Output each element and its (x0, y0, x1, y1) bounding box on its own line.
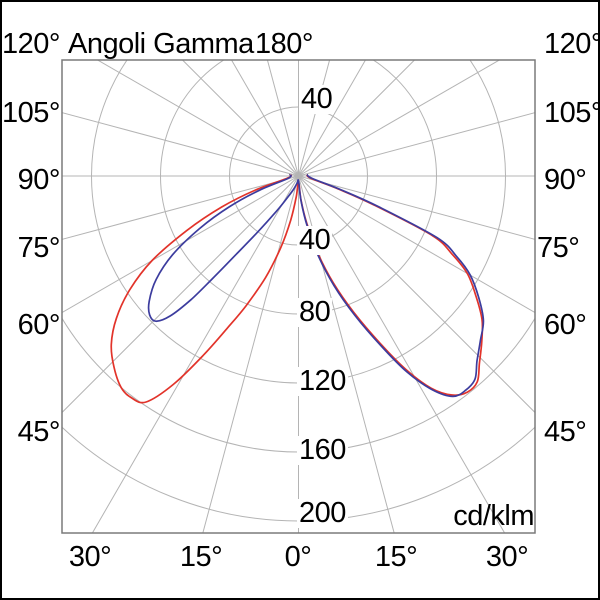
angle-label-left-90: 90° (17, 164, 61, 196)
units-label: cd/klm (453, 500, 534, 532)
angle-label-left-45: 45° (17, 416, 61, 448)
angle-label-bottom-15l: 15° (179, 541, 223, 573)
radial-tick-40: 40 (297, 224, 333, 256)
angle-label-left-120: 120° (2, 28, 60, 60)
curve-blue (147, 173, 485, 398)
angle-label-bottom-30r: 30° (485, 541, 529, 573)
angle-label-bottom-30l: 30° (68, 541, 112, 573)
angle-label-180: 180° (255, 28, 313, 60)
radial-tick-160: 160 (297, 434, 348, 466)
radial-tick-120: 120 (297, 365, 348, 397)
plot-border (61, 59, 536, 534)
chart-title: Angoli Gamma (68, 28, 254, 60)
angle-label-right-90: 90° (544, 164, 587, 196)
radial-tick-80: 80 (297, 296, 333, 328)
angle-label-right-105: 105° (544, 97, 600, 129)
angle-label-left-75: 75° (17, 232, 61, 264)
radial-tick-40-top: 40 (299, 83, 335, 115)
angle-label-left-60: 60° (17, 309, 61, 341)
angle-label-bottom-15r: 15° (374, 541, 418, 573)
angle-label-right-60: 60° (544, 309, 587, 341)
angle-label-right-120: 120° (544, 28, 600, 60)
angle-label-right-45: 45° (544, 416, 587, 448)
angle-label-bottom-0: 0° (284, 541, 312, 573)
angle-label-right-75: 75° (537, 232, 580, 264)
angle-label-left-105: 105° (2, 97, 60, 129)
radial-tick-200: 200 (297, 497, 348, 529)
